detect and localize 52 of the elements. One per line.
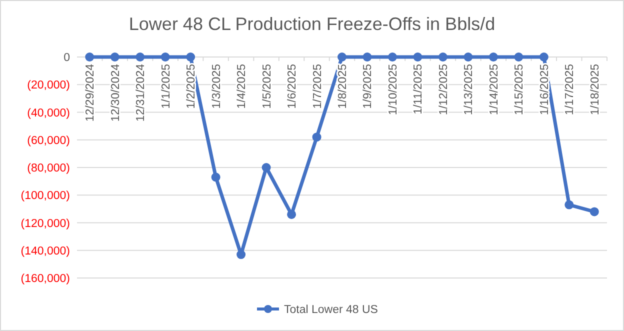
point	[312, 132, 322, 142]
point	[590, 207, 599, 216]
y-tick-label: (20,000)	[27, 80, 70, 92]
point	[338, 52, 346, 62]
point	[262, 163, 271, 172]
x-tick-label: 1/13/2025	[463, 64, 476, 116]
point	[539, 52, 548, 62]
x-tick-label: 1/15/2025	[514, 64, 526, 116]
point	[160, 52, 170, 62]
y-tick-label: (80,000)	[27, 162, 70, 175]
point	[85, 52, 94, 62]
x-tick-label: 1/1/2025	[160, 64, 172, 109]
x-tick-label: 12/31/2024	[135, 63, 148, 122]
y-tick-label: (160,000)	[20, 273, 70, 286]
x-tick-label: 1/12/2025	[438, 64, 450, 116]
x-tick-label: 1/14/2025	[488, 64, 500, 116]
y-tick-label: (120,000)	[20, 218, 70, 230]
x-tick-label: 1/2/2025	[186, 64, 198, 109]
x-tick-label: 1/3/2025	[210, 64, 223, 109]
legend-label: Total Lower 48 US	[284, 304, 378, 316]
x-tick-label: 1/8/2025	[337, 64, 349, 109]
x-tick-label: 1/16/2025	[538, 64, 551, 116]
x-tick-label: 1/17/2025	[564, 64, 576, 116]
x-tick-label: 1/5/2025	[261, 64, 274, 109]
x-tick-label: 1/7/2025	[312, 64, 324, 109]
x-tick-label: 1/9/2025	[362, 64, 374, 109]
chart-title: Lower 48 CL Production Freeze-Offs in Bbls/d	[128, 14, 496, 34]
point	[564, 200, 574, 210]
point	[514, 52, 524, 62]
x-tick-label: 1/4/2025	[236, 64, 248, 109]
y-tick-label: 0	[64, 52, 70, 64]
y-tick-label: (140,000)	[20, 245, 70, 258]
x-tick-label: 12/30/2024	[110, 63, 122, 122]
point	[362, 52, 372, 62]
point	[211, 172, 220, 182]
x-tick-label: 12/29/2024	[84, 63, 97, 122]
y-tick-label: (40,000)	[27, 107, 70, 120]
point	[488, 52, 498, 62]
x-tick-label: 1/10/2025	[387, 64, 400, 116]
y-tick-label: (100,000)	[20, 190, 70, 202]
point	[186, 52, 196, 62]
x-tick-label: 1/18/2025	[589, 64, 602, 116]
point	[438, 52, 448, 62]
y-tick-label: (60,000)	[27, 134, 70, 147]
point	[464, 52, 473, 62]
point	[388, 52, 397, 62]
point	[110, 52, 120, 62]
x-tick-label: 1/6/2025	[286, 64, 299, 109]
point	[413, 52, 422, 62]
point	[136, 52, 145, 62]
point	[236, 250, 246, 260]
x-tick-label: 1/11/2025	[412, 64, 425, 114]
